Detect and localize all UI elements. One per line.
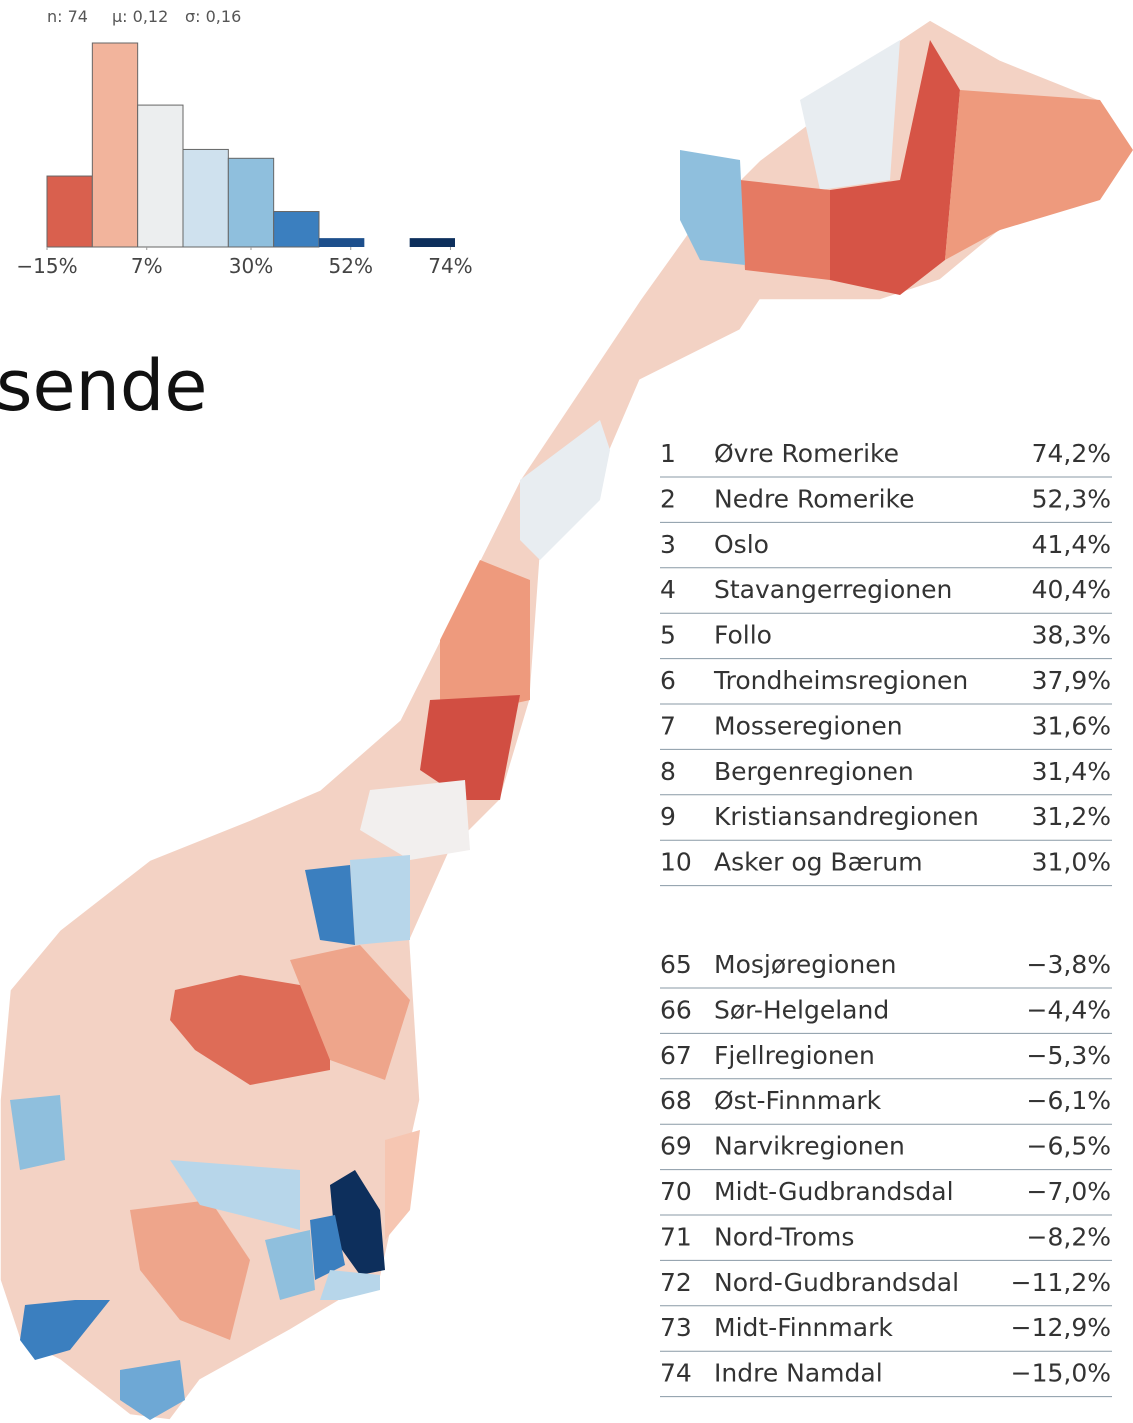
rank: 65 [660,950,692,979]
bar [138,105,183,247]
region-name: Nedre Romerike [714,484,914,513]
region-name: Bergenregionen [714,757,914,786]
rank: 10 [660,848,692,877]
region-value: 31,6% [1032,711,1111,740]
rank: 7 [660,711,676,740]
region-name: Midt-Finnmark [714,1313,893,1342]
map-region [320,1270,380,1300]
region-value: −6,5% [1027,1132,1111,1161]
region-value: −4,4% [1027,995,1111,1024]
region-name: Øvre Romerike [714,439,899,468]
bar [410,238,455,247]
rank: 74 [660,1359,692,1388]
bar [228,158,273,247]
rank: 2 [660,484,676,513]
x-tick-label: 7% [131,254,163,278]
rank: 3 [660,530,676,559]
rank: 4 [660,575,676,604]
rank: 67 [660,1041,692,1070]
bar [92,43,137,247]
region-name: Fjellregionen [714,1041,875,1070]
region-name: Nord-Gudbrandsdal [714,1268,959,1297]
rank: 69 [660,1132,692,1161]
region-name: Mosseregionen [714,711,903,740]
region-value: −7,0% [1027,1177,1111,1206]
x-tick-label: 30% [229,254,273,278]
region-name: Sør-Helgeland [714,995,889,1024]
region-name: Nord-Troms [714,1222,854,1251]
region-name: Narvikregionen [714,1132,905,1161]
rank: 71 [660,1222,692,1251]
rank: 8 [660,757,676,786]
region-name: Stavangerregionen [714,575,952,604]
bar [47,176,92,247]
map-region [740,180,830,280]
stat: n: 74 [47,7,88,26]
region-value: −11,2% [1011,1268,1111,1297]
bar [183,149,228,247]
histogram: −15% 7% 30% 52% 74% [16,43,472,278]
region-name: Trondheimsregionen [713,666,968,695]
region-value: 40,4% [1032,575,1111,604]
region-value: 74,2% [1032,439,1111,468]
region-name: Asker og Bærum [714,848,923,877]
rank: 1 [660,439,676,468]
map-region [350,855,410,945]
stat: μ: 0,12 [112,7,168,26]
region-value: 41,4% [1032,530,1111,559]
bar [319,238,364,247]
region-name: Kristiansandregionen [714,802,979,831]
region-value: −15,0% [1011,1359,1111,1388]
rank: 73 [660,1313,692,1342]
x-tick-label: 74% [428,254,472,278]
rank: 5 [660,621,676,650]
rank: 6 [660,666,676,695]
region-value: −12,9% [1011,1313,1111,1342]
region-value: −8,2% [1027,1222,1111,1251]
region-value: −6,1% [1027,1086,1111,1115]
region-value: 31,2% [1032,802,1111,831]
region-name: Follo [714,621,772,650]
region-value: 31,0% [1032,848,1111,877]
x-tick-label: −15% [16,254,77,278]
region-value: −5,3% [1027,1041,1111,1070]
title: sende [0,345,207,427]
region-name: Oslo [714,530,769,559]
x-tick-label: 52% [329,254,373,278]
region-name: Mosjøregionen [714,950,896,979]
rank: 70 [660,1177,692,1206]
region-value: 37,9% [1032,666,1111,695]
rank: 9 [660,802,676,831]
region-value: −3,8% [1027,950,1111,979]
stat: σ: 0,16 [185,7,241,26]
map-region [800,40,900,190]
rank: 68 [660,1086,692,1115]
region-name: Indre Namdal [714,1359,883,1388]
stats: n: 74 μ: 0,12 σ: 0,16 [47,7,241,26]
bar [274,212,319,247]
region-name: Øst-Finnmark [714,1086,882,1115]
region-value: 38,3% [1032,621,1111,650]
region-value: 52,3% [1032,484,1111,513]
ranking: 1 Øvre Romerike 74,2% 2 Nedre Romerike 52,3% 3… [660,439,1112,1397]
map-region [385,1130,420,1240]
map-region [945,90,1133,260]
page: −15% 7% 30% 52% 74% sende n: 74 μ: 0,12 σ: 0,1… [0,0,1133,1423]
rank: 72 [660,1268,692,1297]
region-name: Midt-Gudbrandsdal [714,1177,954,1206]
rank: 66 [660,995,692,1024]
region-value: 31,4% [1032,757,1111,786]
